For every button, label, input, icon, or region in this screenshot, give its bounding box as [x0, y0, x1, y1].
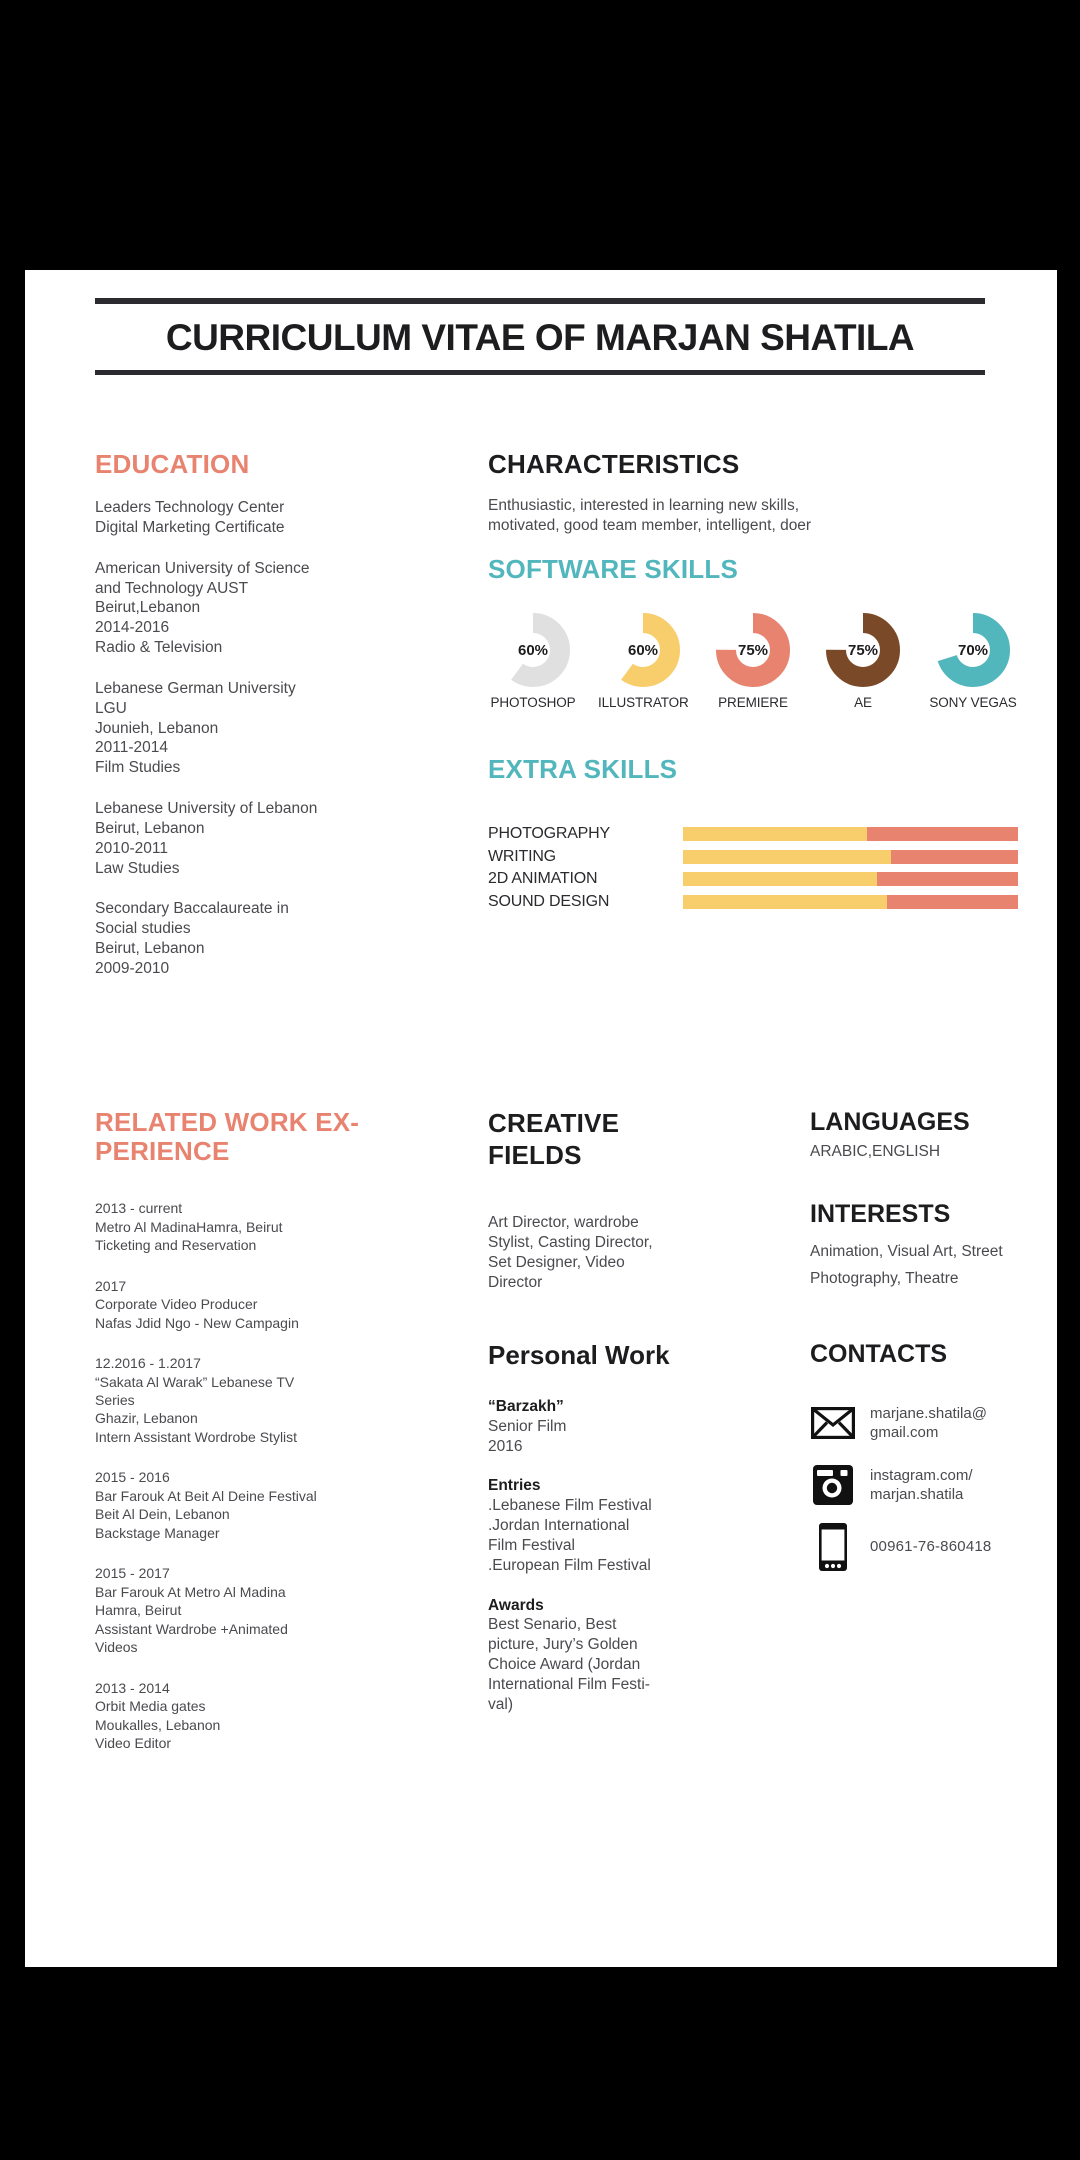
creative-fields-section: CREATIVE FIELDS Art Director, wardrobe S… [488, 1108, 703, 1293]
donut-item: 60% PHOTOSHOP [488, 613, 578, 710]
languages-value: ARABIC,ENGLISH [810, 1143, 941, 1160]
extra-skill-bar-remainder [877, 872, 1018, 887]
donut-caption: PHOTOSHOP [490, 695, 576, 711]
awards-heading: Awards [488, 1596, 544, 1614]
work-entry: 2015 - 2016 Bar Farouk At Beit Al Deine … [95, 1469, 317, 1541]
donut-caption: ILLUSTRATOR [598, 695, 689, 711]
donut-gauge: 75% [716, 613, 790, 688]
extra-skills-heading: EXTRA SKILLS [488, 754, 678, 784]
extra-skill-bar [683, 894, 1018, 909]
extra-skill-bar-fill [683, 872, 878, 887]
personal-work-section: Personal Work “Barzakh” Senior Film 2016… [488, 1340, 703, 1735]
creative-fields-heading: CREATIVE FIELDS [488, 1108, 620, 1170]
education-entry: Leaders Technology Center Digital Market… [95, 499, 285, 536]
contact-email-text: marjane.shatila@ gmail.com [870, 1404, 987, 1441]
personal-work-heading: Personal Work [488, 1340, 670, 1370]
creative-fields-text: Art Director, wardrobe Stylist, Casting … [488, 1214, 653, 1291]
phone-icon [810, 1523, 856, 1571]
donut-item: 75% AE [818, 613, 908, 710]
contact-phone-row[interactable]: 00961-76-860418 [810, 1523, 1055, 1571]
extra-skill-bar-remainder [887, 894, 1018, 909]
entries-text: .Lebanese Film Festival .Jordan Internat… [488, 1497, 652, 1574]
extra-skill-label: 2D ANIMATION [488, 870, 598, 888]
characteristics-heading: CHARACTERISTICS [488, 449, 740, 479]
donut-percent-label: 75% [847, 641, 879, 659]
extra-skill-bar-fill [683, 827, 868, 842]
personal-work-awards: Awards Best Senario, Best picture, Jury’… [488, 1596, 703, 1715]
extra-skills-chart: PHOTOGRAPHY WRITING 2D ANIMATION SOUND DESI… [488, 823, 1018, 917]
extra-skill-label: WRITING [488, 847, 556, 865]
donut-gauge: 70% [936, 613, 1010, 688]
extra-skill-bar [683, 827, 1018, 842]
extra-skill-bar-fill [683, 849, 891, 864]
donut-gauge: 60% [606, 613, 680, 688]
education-heading: EDUCATION [95, 449, 250, 479]
donut-percent-label: 60% [627, 641, 659, 659]
characteristics-text: Enthusiastic, interested in learning new… [488, 497, 812, 534]
extra-skill-bar [683, 872, 1018, 887]
work-entry: 2013 - current Metro Al MadinaHamra, Bei… [95, 1200, 283, 1254]
donut-percent-label: 70% [957, 641, 989, 659]
languages-heading: LANGUAGES [810, 1108, 970, 1136]
contact-email-row[interactable]: marjane.shatila@ gmail.com [810, 1399, 1055, 1447]
personal-work-project: “Barzakh” Senior Film 2016 [488, 1397, 703, 1456]
work-entry: 12.2016 - 1.2017 “Sakata Al Warak” Leban… [95, 1355, 298, 1445]
software-skills-section: SOFTWARE SKILLS 60% PHOTOSHOP 60% ILLUSTRAT… [488, 555, 1018, 710]
work-experience-section: RELATED WORK EX-PERIENCE 2013 - current … [95, 1107, 395, 1774]
donut-item: 70% SONY VEGAS [928, 613, 1018, 710]
education-entry: Lebanese German University LGU Jounieh, … [95, 679, 296, 777]
interests-section: INTERESTS Animation, Visual Art, Street … [810, 1200, 1040, 1292]
extra-skill-bar-remainder [890, 849, 1018, 864]
extra-skills-section: EXTRA SKILLS PHOTOGRAPHY WRITING 2D ANIMAT… [488, 755, 1018, 917]
page-title: CURRICULUM VITAE OF MARJAN SHATILA [165, 317, 915, 358]
extra-skill-bar-fill [683, 894, 888, 909]
entries-heading: Entries [488, 1477, 541, 1495]
education-entry: Lebanese University of Lebanon Beirut, L… [95, 800, 318, 877]
extra-skill-bar [683, 849, 1018, 864]
personal-work-entries: Entries .Lebanese Film Festival .Jordan … [488, 1476, 703, 1575]
software-skills-heading: SOFTWARE SKILLS [488, 554, 738, 584]
work-entry: 2015 - 2017 Bar Farouk At Metro Al Madin… [95, 1565, 288, 1656]
languages-section: LANGUAGES ARABIC,ENGLISH [810, 1108, 1040, 1161]
cv-header: CURRICULUM VITAE OF MARJAN SHATILA [95, 298, 985, 375]
characteristics-section: CHARACTERISTICS Enthusiastic, interested… [488, 450, 918, 536]
work-entry: 2013 - 2014 Orbit Media gates Moukalles,… [95, 1679, 221, 1751]
donut-item: 60% ILLUSTRATOR [598, 613, 689, 711]
awards-text: Best Senario, Best picture, Jury’s Golde… [488, 1616, 650, 1713]
contact-instagram-text: instagram.com/ marjan.shatila [870, 1466, 973, 1503]
contacts-section: CONTACTS marjane.shatila@ gmail.com [810, 1340, 1055, 1585]
extra-skills-labels: PHOTOGRAPHY WRITING 2D ANIMATION SOUND DESI… [488, 823, 683, 917]
interests-value: Animation, Visual Art, Street Photograph… [810, 1243, 1003, 1287]
donut-percent-label: 60% [517, 641, 549, 659]
donut-caption: PREMIERE [718, 695, 788, 711]
education-entry: American University of Science and Techn… [95, 559, 310, 657]
envelope-icon [810, 1400, 856, 1446]
donut-chart-group: 60% PHOTOSHOP 60% ILLUSTRATOR 75% PREMIERE 75%… [488, 613, 1018, 710]
donut-caption: SONY VEGAS [929, 695, 1017, 711]
interests-heading: INTERESTS [810, 1200, 951, 1228]
extra-skill-label: PHOTOGRAPHY [488, 825, 610, 843]
instagram-icon [810, 1462, 856, 1508]
extra-skills-bars [683, 823, 1018, 917]
project-meta: Senior Film 2016 [488, 1417, 567, 1455]
header-rule-top [95, 298, 985, 304]
donut-caption: AE [854, 695, 872, 711]
work-entry: 2017 Corporate Video Producer Nafas Jdid… [95, 1277, 299, 1331]
donut-gauge: 60% [496, 613, 570, 688]
cv-page: CURRICULUM VITAE OF MARJAN SHATILA EDUCA… [25, 270, 1057, 1967]
project-name: “Barzakh” [488, 1398, 564, 1415]
education-section: EDUCATION Leaders Technology Center Digi… [95, 450, 425, 1000]
donut-gauge: 75% [826, 613, 900, 688]
contacts-heading: CONTACTS [810, 1340, 948, 1368]
contact-instagram-row[interactable]: instagram.com/ marjan.shatila [810, 1461, 1055, 1509]
extra-skill-bar-remainder [867, 827, 1018, 842]
header-rule-bottom [95, 370, 985, 375]
work-experience-heading: RELATED WORK EX-PERIENCE [95, 1107, 360, 1167]
extra-skill-label: SOUND DESIGN [488, 892, 610, 910]
education-entry: Secondary Baccalaureate in Social studie… [95, 900, 289, 977]
donut-percent-label: 75% [737, 641, 769, 659]
contact-phone-text: 00961-76-860418 [870, 1538, 992, 1556]
donut-item: 75% PREMIERE [708, 613, 798, 710]
